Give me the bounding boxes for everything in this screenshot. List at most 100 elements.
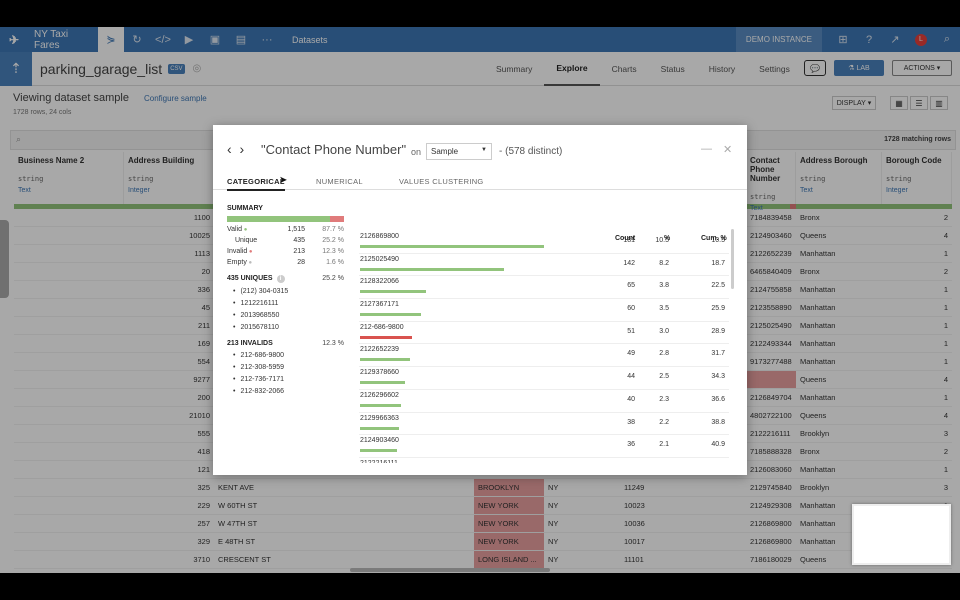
help-icon[interactable]: ? [865, 33, 873, 46]
table-cell[interactable]: 1 [882, 389, 952, 407]
invalid-value-item[interactable]: 212-736-7171 [227, 376, 344, 383]
value-row[interactable]: 212-686-9800 51 3.0 28.9 [359, 322, 729, 345]
column-header[interactable]: Business Name 2 string Text [14, 152, 124, 204]
tab-explore[interactable]: Explore [544, 52, 600, 86]
table-cell[interactable]: KENT AVE [214, 479, 474, 497]
tab-history[interactable]: History [708, 64, 736, 74]
table-cell[interactable] [544, 461, 620, 479]
table-cell[interactable]: 1 [882, 299, 952, 317]
table-cell[interactable]: 2126869800 [746, 533, 796, 551]
table-cell[interactable]: 4802722100 [746, 407, 796, 425]
table-cell[interactable] [14, 497, 124, 515]
value-row[interactable]: 2126869800 181 10.5 10.5 [359, 231, 729, 254]
value-row[interactable]: 2127367171 60 3.5 25.9 [359, 299, 729, 322]
invalid-value-item[interactable]: 212-686-9800 [227, 352, 344, 359]
table-cell[interactable]: 329 [124, 533, 214, 551]
unique-value-item[interactable]: (212) 304-0315 [227, 288, 344, 295]
table-cell[interactable]: NEW YORK [474, 515, 544, 533]
table-cell[interactable]: 2123558890 [746, 299, 796, 317]
table-cell[interactable]: 1 [882, 281, 952, 299]
table-cell[interactable]: 2122216111 [746, 425, 796, 443]
unique-value-item[interactable]: 1212216111 [227, 300, 344, 307]
table-cell[interactable]: 10017 [620, 533, 746, 551]
code-icon[interactable]: </> [155, 33, 171, 46]
table-cell[interactable]: 2 [882, 209, 952, 227]
table-cell[interactable]: NY [544, 533, 620, 551]
value-row[interactable]: 2126296602 40 2.3 36.6 [359, 390, 729, 413]
table-cell[interactable]: 169 [124, 335, 214, 353]
table-cell[interactable]: Manhattan [796, 281, 882, 299]
value-table-scrollbar[interactable] [731, 229, 734, 289]
table-cell[interactable]: 7184839458 [746, 209, 796, 227]
tab-settings[interactable]: Settings [759, 64, 790, 74]
table-cell[interactable]: 10025 [124, 227, 214, 245]
table-cell[interactable]: NEW YORK [474, 497, 544, 515]
horizontal-scrollbar[interactable] [350, 568, 550, 572]
table-cell[interactable]: Manhattan [796, 245, 882, 263]
column-type[interactable]: string [18, 175, 44, 183]
table-cell[interactable]: 2124903460 [746, 227, 796, 245]
info-icon[interactable]: i [276, 275, 285, 283]
user-avatar[interactable]: L [915, 33, 927, 46]
table-cell[interactable]: 2129745840 [746, 479, 796, 497]
sample-select[interactable]: Sample ▼ [426, 143, 492, 160]
column-header[interactable]: Contact Phone Number string Text [746, 152, 796, 212]
table-cell[interactable] [14, 407, 124, 425]
table-cell[interactable]: Queens [796, 407, 882, 425]
table-cell[interactable] [14, 479, 124, 497]
table-cell[interactable]: 4 [882, 407, 952, 425]
chart-view-icon[interactable]: ▥ [930, 96, 948, 110]
table-cell[interactable]: 21010 [124, 407, 214, 425]
table-cell[interactable]: 1 [882, 317, 952, 335]
table-cell[interactable]: Manhattan [796, 461, 882, 479]
column-type[interactable]: string [750, 193, 776, 201]
table-cell[interactable]: 555 [124, 425, 214, 443]
table-cell[interactable]: Manhattan [796, 497, 882, 515]
column-meaning[interactable]: Text [750, 205, 763, 212]
table-cell[interactable]: 257 [124, 515, 214, 533]
table-cell[interactable]: 4 [882, 227, 952, 245]
table-cell[interactable]: Brooklyn [796, 425, 882, 443]
table-cell[interactable]: Queens [796, 551, 882, 569]
table-cell[interactable]: 336 [124, 281, 214, 299]
table-cell[interactable]: W 60TH ST [214, 497, 474, 515]
table-cell[interactable]: NEW YORK [474, 533, 544, 551]
table-cell[interactable] [474, 461, 544, 479]
table-cell[interactable]: 554 [124, 353, 214, 371]
table-cell[interactable]: 211 [124, 317, 214, 335]
column-type[interactable]: string [128, 175, 154, 183]
table-cell[interactable]: NY [544, 551, 620, 569]
table-cell[interactable] [14, 443, 124, 461]
dashboard-icon[interactable]: ▤ [235, 34, 247, 46]
table-cell[interactable]: 1 [882, 335, 952, 353]
video-thumbnail[interactable] [852, 504, 951, 565]
play-icon[interactable]: ▶ [184, 34, 194, 46]
table-cell[interactable]: 325 [124, 479, 214, 497]
table-cell[interactable]: 2126083060 [746, 461, 796, 479]
table-cell[interactable]: 10036 [620, 515, 746, 533]
column-meaning[interactable]: Integer [886, 187, 908, 194]
table-cell[interactable]: 2 [882, 263, 952, 281]
chevron-right-icon[interactable]: › [239, 141, 245, 157]
table-cell[interactable]: Manhattan [796, 389, 882, 407]
activity-icon[interactable]: ↗ [890, 34, 900, 46]
table-cell[interactable]: NY [544, 515, 620, 533]
column-type[interactable]: string [886, 175, 912, 183]
chevron-left-icon[interactable]: ‹ [227, 141, 232, 157]
column-header[interactable]: Borough Code string Integer [882, 152, 952, 204]
column-meaning[interactable]: Text [800, 187, 813, 194]
table-cell[interactable]: 1100 [124, 209, 214, 227]
table-cell[interactable]: 418 [124, 443, 214, 461]
unique-value-item[interactable]: 2013968550 [227, 312, 344, 319]
table-cell[interactable]: Manhattan [796, 299, 882, 317]
dataset-name[interactable]: parking_garage_list [40, 60, 163, 77]
table-cell[interactable] [214, 461, 474, 479]
tab-charts[interactable]: Charts [611, 64, 637, 74]
value-row[interactable]: 2122652239 49 2.8 31.7 [359, 344, 729, 368]
table-cell[interactable]: 2126869800 [746, 515, 796, 533]
table-cell[interactable] [14, 425, 124, 443]
table-cell[interactable] [746, 371, 796, 389]
table-cell[interactable]: 2124755858 [746, 281, 796, 299]
tab-status[interactable]: Status [660, 64, 685, 74]
tab-values-clustering[interactable]: VALUES CLUSTERING [399, 177, 484, 186]
